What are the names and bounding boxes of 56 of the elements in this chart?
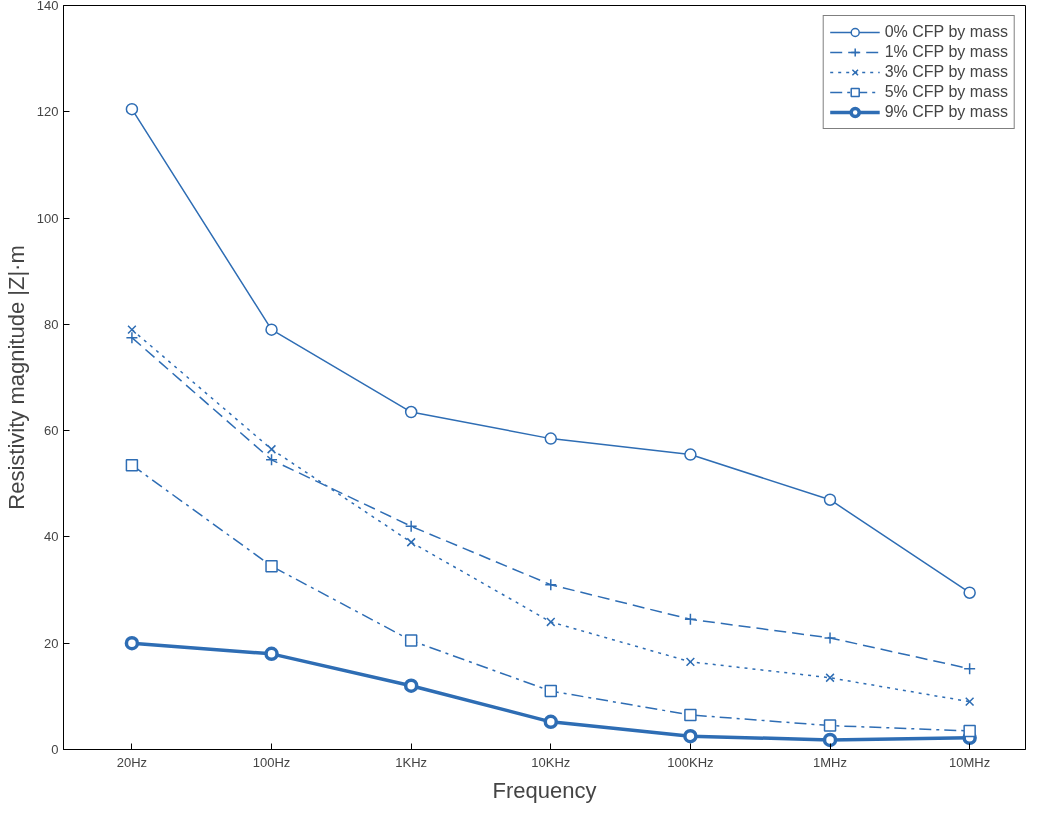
point xyxy=(684,613,697,626)
point xyxy=(823,719,837,732)
point xyxy=(823,631,837,645)
point xyxy=(685,657,696,667)
point xyxy=(965,697,975,707)
x-tick-label: 10KHz xyxy=(531,754,571,770)
point xyxy=(265,559,278,573)
y-tick-label: 100 xyxy=(36,210,59,226)
point xyxy=(684,448,697,461)
x-axis-title: Frequency xyxy=(492,777,597,803)
point xyxy=(825,673,835,683)
point xyxy=(823,493,837,506)
legend-label: 3% CFP by mass xyxy=(884,63,1008,81)
point xyxy=(404,634,418,647)
point xyxy=(264,646,279,662)
point xyxy=(404,520,418,533)
point xyxy=(822,732,838,748)
legend-label: 0% CFP by mass xyxy=(884,23,1008,41)
y-tick-label: 120 xyxy=(36,104,59,120)
point xyxy=(544,578,558,592)
point xyxy=(404,405,418,419)
x-tick-label: 100KHz xyxy=(667,754,714,770)
point xyxy=(265,323,278,336)
legend-label: 1% CFP by mass xyxy=(884,43,1008,61)
y-tick-label: 140 xyxy=(36,0,59,13)
point xyxy=(963,724,976,738)
legend-label: 5% CFP by mass xyxy=(884,83,1008,101)
legend-label: 9% CFP by mass xyxy=(884,103,1008,121)
x-tick-label: 20Hz xyxy=(116,754,148,770)
x-tick-label: 1MHz xyxy=(813,754,848,770)
point xyxy=(125,102,139,116)
point xyxy=(963,586,976,599)
x-tick-label: 1KHz xyxy=(395,754,428,770)
y-axis-title: Resistivity magnitude |Z|·m xyxy=(3,245,29,510)
y-tick-label: 20 xyxy=(44,635,59,651)
point xyxy=(546,617,556,627)
y-tick-label: 40 xyxy=(44,529,59,545)
point xyxy=(266,444,277,454)
point xyxy=(543,714,559,730)
point xyxy=(406,537,416,547)
y-tick-label: 0 xyxy=(51,742,59,757)
x-tick-label: 100Hz xyxy=(252,754,291,770)
y-tick-label: 60 xyxy=(44,423,59,439)
point xyxy=(124,635,140,651)
point xyxy=(127,325,137,335)
point xyxy=(684,708,697,722)
point xyxy=(125,331,139,344)
point xyxy=(125,458,139,472)
point xyxy=(265,453,278,467)
y-tick-label: 80 xyxy=(44,316,59,332)
point xyxy=(544,432,558,445)
point xyxy=(403,678,419,693)
point xyxy=(544,684,558,698)
point xyxy=(963,662,976,675)
x-tick-label: 10MHz xyxy=(949,754,991,770)
point xyxy=(683,728,698,744)
